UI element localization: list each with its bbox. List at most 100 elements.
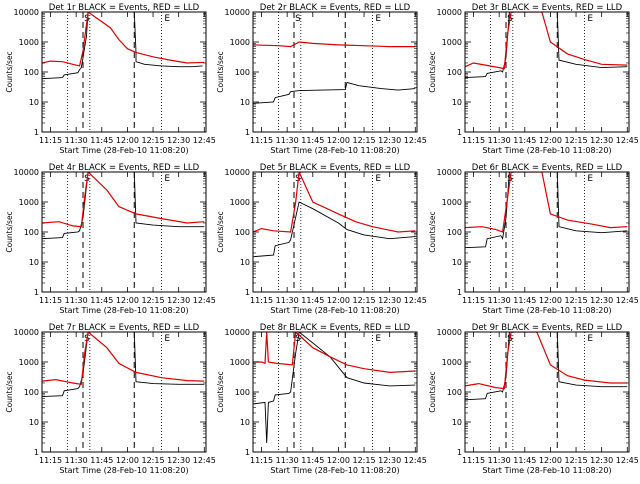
y-tick-label: 10000 [437,168,462,177]
x-tick-label: 12:45 [616,456,639,465]
x-tick-label: 11:15 [39,456,62,465]
series-line-lld [465,172,628,233]
series-line-lld [42,332,205,385]
y-tick-label: 1 [34,288,39,297]
x-tick-label: 11:45 [513,136,536,145]
x-tick-label: 11:45 [301,136,324,145]
x-tick-label: 12:15 [565,296,588,305]
y-tick-label: 100 [235,68,250,77]
y-tick-label: 1000 [19,38,39,47]
x-tick-label: 12:30 [378,456,401,465]
x-tick-label: 11:45 [90,136,113,145]
y-tick-label: 10 [29,258,39,267]
series-line-events [465,332,628,401]
x-tick-label: 11:30 [276,296,299,305]
x-tick-label: 12:15 [142,456,165,465]
y-tick-label: 100 [447,228,462,237]
x-tick-label: 12:00 [327,456,350,465]
end-marker-label: E [164,174,170,184]
y-tick-label: 10000 [14,328,39,337]
y-tick-label: 100 [24,68,39,77]
y-tick-label: 1 [245,128,250,137]
x-tick-label: 12:45 [193,296,216,305]
y-tick-label: 10000 [437,328,462,337]
x-tick-label: 12:30 [378,136,401,145]
panel-title: Det 5r BLACK = Events, RED = LLD [260,163,411,173]
x-tick-label: 12:15 [142,296,165,305]
y-tick-label: 1 [457,128,462,137]
x-tick-label: 12:30 [378,296,401,305]
y-tick-label: 1000 [230,358,250,367]
x-tick-label: 11:15 [462,296,485,305]
y-tick-label: 10 [29,418,39,427]
series-line-events [465,172,628,249]
x-tick-label: 12:45 [193,456,216,465]
plot-frame [41,11,207,133]
panel-title: Det 8r BLACK = Events, RED = LLD [260,323,411,333]
y-tick-label: 10 [29,98,39,107]
series-line-lld [465,332,628,390]
y-axis-label: Counts/sec [428,211,437,252]
y-tick-label: 10000 [225,8,250,17]
end-marker-label: E [587,334,593,344]
x-tick-label: 11:30 [65,136,88,145]
plot-frame [252,11,418,133]
y-axis-label: Counts/sec [5,371,14,412]
x-tick-label: 12:30 [590,136,613,145]
y-tick-label: 10000 [225,328,250,337]
y-tick-label: 10 [240,98,250,107]
series-line-events [42,332,205,398]
x-tick-label: 11:15 [462,136,485,145]
plot-frame [252,171,418,293]
y-tick-label: 1 [245,288,250,297]
y-tick-label: 10 [452,98,462,107]
x-axis-label: Start Time (28-Feb-10 11:08:20) [482,306,611,315]
x-tick-label: 12:45 [404,136,427,145]
y-tick-label: 1000 [19,358,39,367]
x-tick-label: 12:00 [116,296,139,305]
x-tick-label: 12:30 [167,296,190,305]
y-axis-label: Counts/sec [5,51,14,92]
plot-frame [41,171,207,293]
series-line-events [42,172,205,240]
plot-frame [41,331,207,453]
panel-title: Det 6r BLACK = Events, RED = LLD [472,163,623,173]
y-tick-label: 1000 [442,358,462,367]
panel-title: Det 3r BLACK = Events, RED = LLD [472,3,623,13]
x-tick-label: 11:30 [488,296,511,305]
x-tick-label: 11:30 [276,456,299,465]
y-axis-label: Counts/sec [216,211,225,252]
end-marker-label: E [164,14,170,24]
y-tick-label: 1000 [230,198,250,207]
x-tick-label: 12:15 [565,456,588,465]
y-tick-label: 100 [24,228,39,237]
end-marker-label: E [375,334,381,344]
y-tick-label: 1000 [442,38,462,47]
plot-frame [252,331,418,453]
y-tick-label: 100 [235,228,250,237]
x-tick-label: 12:45 [193,136,216,145]
x-tick-label: 11:15 [39,136,62,145]
x-tick-label: 12:15 [353,136,376,145]
x-tick-label: 11:45 [513,456,536,465]
y-tick-label: 1 [34,128,39,137]
x-tick-label: 11:30 [65,296,88,305]
x-tick-label: 12:00 [116,456,139,465]
x-tick-label: 11:15 [250,456,273,465]
x-tick-label: 11:15 [39,296,62,305]
y-tick-label: 1000 [19,198,39,207]
panel-title: Det 4r BLACK = Events, RED = LLD [49,163,200,173]
start-marker-label: S [295,14,301,24]
series-line-lld [465,12,628,70]
x-tick-label: 11:15 [250,296,273,305]
x-tick-label: 11:45 [513,296,536,305]
x-tick-label: 11:30 [65,456,88,465]
x-tick-label: 12:30 [167,136,190,145]
y-tick-label: 10000 [225,168,250,177]
